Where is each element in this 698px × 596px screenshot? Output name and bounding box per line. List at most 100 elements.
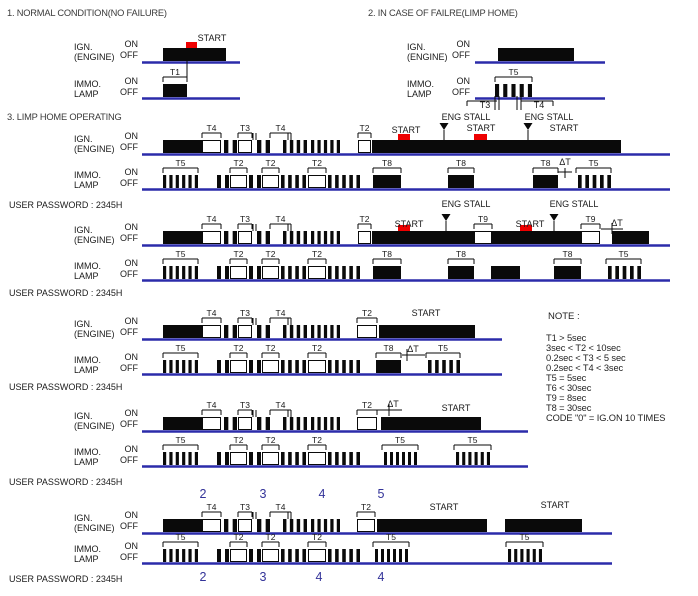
pulse-bar xyxy=(520,549,524,562)
bracket-label: T2 xyxy=(360,214,370,224)
pulse-bar xyxy=(508,549,512,562)
pulse-bar xyxy=(281,175,285,188)
off-label: OFF xyxy=(120,363,138,373)
lamp-label: LAMP xyxy=(74,271,99,281)
pulse-bar xyxy=(356,175,360,188)
pulse-bar xyxy=(456,360,460,373)
note-lines: T1 > 5sec 3sec < T2 < 10sec 0.2sec < T3 < … xyxy=(546,333,666,423)
pulse-bar xyxy=(188,175,192,188)
pulse-bar xyxy=(428,360,432,373)
pulse-bar xyxy=(311,325,315,338)
bracket-label: T5 xyxy=(176,532,186,542)
lamp-label: LAMP xyxy=(74,554,99,564)
off-label: OFF xyxy=(120,327,138,337)
pulse-bar xyxy=(356,452,360,465)
pulse-bar xyxy=(317,140,321,153)
waveform-measure-box xyxy=(308,452,326,465)
pulse-bar xyxy=(336,325,340,338)
on-label: ON xyxy=(125,131,139,141)
annotation-label: ENG STALL xyxy=(525,112,574,122)
pulse-bar xyxy=(288,452,292,465)
immo-label: IMMO. xyxy=(74,447,101,457)
annotation-label: T4 xyxy=(534,100,545,110)
count-number: 4 xyxy=(319,487,326,501)
pulse-bar xyxy=(330,519,334,532)
bracket-label: T5 xyxy=(176,435,186,445)
pulse-bar xyxy=(163,549,167,562)
pulse-bar xyxy=(405,549,408,562)
bracket-label: T2 xyxy=(312,158,322,168)
annotation-label: ΔT xyxy=(559,157,571,167)
track-r3-immo: T5 T2 T2 T2 T8 ΔT T5 xyxy=(142,343,502,376)
pulse-bar xyxy=(323,140,328,153)
bracket-label: T2 xyxy=(234,532,244,542)
pulse-bar xyxy=(225,175,229,188)
waveform-on-block xyxy=(381,417,481,430)
section2-title: 2. IN CASE OF FAILRE(LIMP HOME) xyxy=(368,8,518,18)
ign-engine-label: (ENGINE) xyxy=(74,421,115,431)
section1-title: 1. NORMAL CONDITION(NO FAILURE) xyxy=(7,8,167,18)
pulse-bar xyxy=(296,140,301,153)
pulse-bar xyxy=(474,452,478,465)
annotation-label: T3 xyxy=(480,100,491,110)
pulse-bar xyxy=(330,231,334,244)
off-label: OFF xyxy=(120,552,138,562)
pulse-bar xyxy=(194,360,198,373)
waveform-on-block xyxy=(373,175,401,188)
off-label: OFF xyxy=(120,142,138,152)
waveform-measure-box xyxy=(262,549,279,562)
waveform-on-block xyxy=(448,175,474,188)
bracket-label: T5 xyxy=(619,249,629,259)
bracket-label: T4 xyxy=(207,214,217,224)
waveform-on-block xyxy=(163,519,202,532)
pulse-bar xyxy=(328,360,332,373)
pulse-bar xyxy=(182,549,186,562)
pulse-bar xyxy=(303,231,307,244)
pulse-bar xyxy=(169,452,173,465)
pulse-bar xyxy=(217,452,221,465)
waveform-on-block xyxy=(163,48,226,61)
track-r2-immo: T5 T2 T2 T2 T8 T8 T8 T5 xyxy=(142,249,670,282)
bracket-label: T3 xyxy=(240,400,250,410)
off-label: OFF xyxy=(452,87,470,97)
pulse-bar xyxy=(468,452,472,465)
waveform-measure-box xyxy=(357,417,377,430)
count-number: 2 xyxy=(200,487,207,501)
stall-triangle xyxy=(549,214,559,221)
annotation-label: START xyxy=(467,123,496,133)
bracket-label: T5 xyxy=(589,158,599,168)
waveform-measure-box xyxy=(308,175,326,188)
off-label: OFF xyxy=(120,87,138,97)
waveform-on-block xyxy=(377,519,487,532)
annotation-label: START xyxy=(550,123,579,133)
pulse-bar xyxy=(335,266,339,279)
pulse-bar xyxy=(257,231,262,244)
pulse-bar xyxy=(302,360,306,373)
pulse-bar xyxy=(295,360,299,373)
pulse-bar xyxy=(384,452,387,465)
pulse-bar xyxy=(349,549,353,562)
bracket-label: T3 xyxy=(240,214,250,224)
note-line: T9 = 8sec xyxy=(546,393,587,403)
pulse-bar xyxy=(265,140,270,153)
off-label: OFF xyxy=(120,269,138,279)
on-label: ON xyxy=(125,76,139,86)
pulse-bar xyxy=(356,360,360,373)
annotation-label: ΔT xyxy=(407,344,419,354)
pulse-bar xyxy=(387,549,390,562)
immo-label: IMMO. xyxy=(74,261,101,271)
pulse-bar xyxy=(336,519,340,532)
pulse-bar xyxy=(449,360,453,373)
bracket-label: T4 xyxy=(276,308,286,318)
on-label: ON xyxy=(125,408,139,418)
pulse-bar xyxy=(288,549,292,562)
pulse-bar xyxy=(182,452,186,465)
waveform-on-block xyxy=(492,231,581,244)
pulse-bar xyxy=(169,549,173,562)
bracket-label: T4 xyxy=(276,502,286,512)
waveform-measure-box xyxy=(358,231,371,244)
waveform-measure-box xyxy=(308,266,326,279)
pulse-bar xyxy=(188,452,192,465)
